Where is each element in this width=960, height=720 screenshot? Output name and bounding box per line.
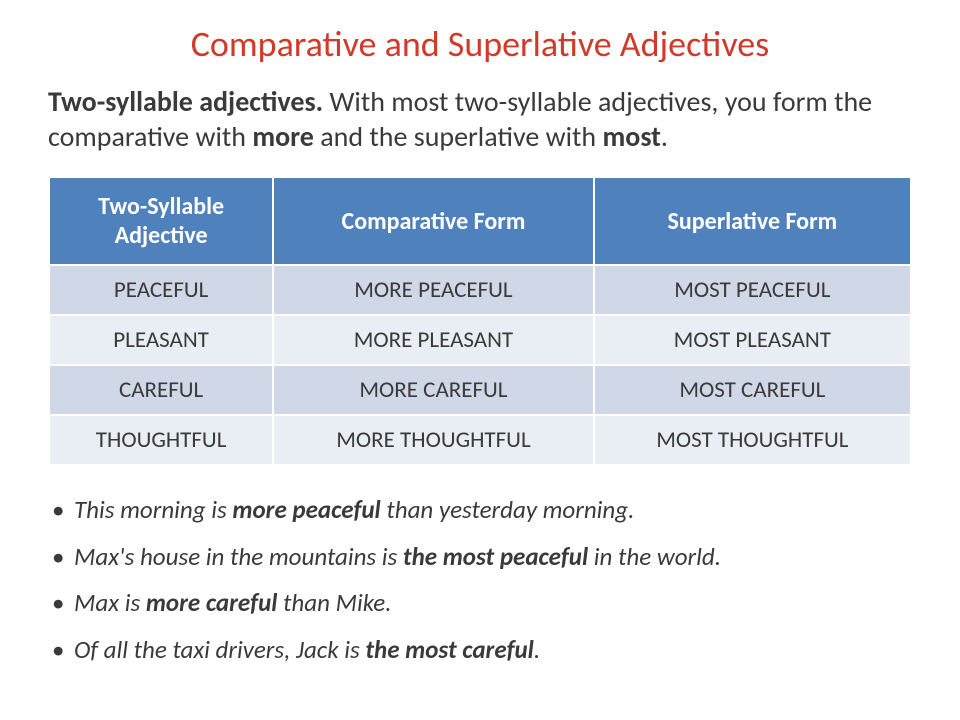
table-cell: PLEASANT [49, 315, 273, 365]
table-body: PEACEFULMORE PEACEFULMOST PEACEFULPLEASA… [49, 265, 911, 465]
list-item: Max is more careful than Mike. [48, 587, 912, 620]
table-header-cell: Comparative Form [273, 177, 593, 265]
table-cell: CAREFUL [49, 365, 273, 415]
text-segment: Max is [74, 587, 146, 618]
table-cell: MORE THOUGHTFUL [273, 415, 593, 465]
table-cell: MORE CAREFUL [273, 365, 593, 415]
text-segment: . [534, 634, 540, 665]
list-item: Of all the taxi drivers, Jack is the mos… [48, 634, 912, 667]
table-cell: MOST THOUGHTFUL [594, 415, 911, 465]
intro-text-2: and the superlative with [314, 119, 603, 154]
table-row: CAREFULMORE CAREFULMOST CAREFUL [49, 365, 911, 415]
text-segment: more peaceful [232, 494, 380, 525]
table-row: PLEASANTMORE PLEASANTMOST PLEASANT [49, 315, 911, 365]
table-header-cell: Superlative Form [594, 177, 911, 265]
table-cell: MOST PLEASANT [594, 315, 911, 365]
example-list: This morning is more peaceful than yeste… [48, 494, 912, 666]
intro-more: more [252, 119, 314, 154]
text-segment: the most careful [365, 634, 533, 665]
table-row: PEACEFULMORE PEACEFULMOST PEACEFUL [49, 265, 911, 315]
text-segment: Max's house in the mountains is [74, 541, 403, 572]
table-cell: MOST CAREFUL [594, 365, 911, 415]
list-item: Max's house in the mountains is the most… [48, 541, 912, 574]
intro-tail: . [661, 119, 668, 154]
text-segment: the most peaceful [403, 541, 588, 572]
text-segment: than yesterday morning. [381, 494, 635, 525]
list-item: This morning is more peaceful than yeste… [48, 494, 912, 527]
intro-paragraph: Two-syllable adjectives. With most two-s… [48, 84, 912, 154]
text-segment: more careful [146, 587, 278, 618]
table-header-cell: Two-SyllableAdjective [49, 177, 273, 265]
page-title: Comparative and Superlative Adjectives [48, 22, 912, 66]
table-cell: THOUGHTFUL [49, 415, 273, 465]
text-segment: in [594, 541, 613, 572]
table-header-row: Two-SyllableAdjectiveComparative FormSup… [49, 177, 911, 265]
text-segment: than Mike. [277, 587, 391, 618]
intro-lead: Two-syllable adjectives. [48, 84, 323, 119]
intro-most: most [602, 119, 660, 154]
table-cell: MOST PEACEFUL [594, 265, 911, 315]
text-segment: Of all the taxi drivers, Jack is [74, 634, 365, 665]
slide: Comparative and Superlative Adjectives T… [0, 0, 960, 720]
table-cell: MORE PLEASANT [273, 315, 593, 365]
adjectives-table: Two-SyllableAdjectiveComparative FormSup… [48, 176, 912, 466]
text-segment: the world. [612, 541, 721, 572]
text-segment: This morning is [74, 494, 232, 525]
table-cell: PEACEFUL [49, 265, 273, 315]
table-cell: MORE PEACEFUL [273, 265, 593, 315]
table-head: Two-SyllableAdjectiveComparative FormSup… [49, 177, 911, 265]
table-row: THOUGHTFULMORE THOUGHTFULMOST THOUGHTFUL [49, 415, 911, 465]
